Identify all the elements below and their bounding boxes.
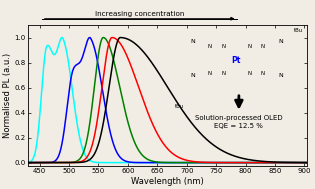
Text: Solution-processed OLED
EQE = 12.5 %: Solution-processed OLED EQE = 12.5 %: [195, 115, 283, 129]
Y-axis label: Normalised PL (a.u.): Normalised PL (a.u.): [3, 53, 13, 138]
X-axis label: Wavelength (nm): Wavelength (nm): [131, 177, 204, 186]
Text: Increasing concentration: Increasing concentration: [95, 11, 184, 17]
